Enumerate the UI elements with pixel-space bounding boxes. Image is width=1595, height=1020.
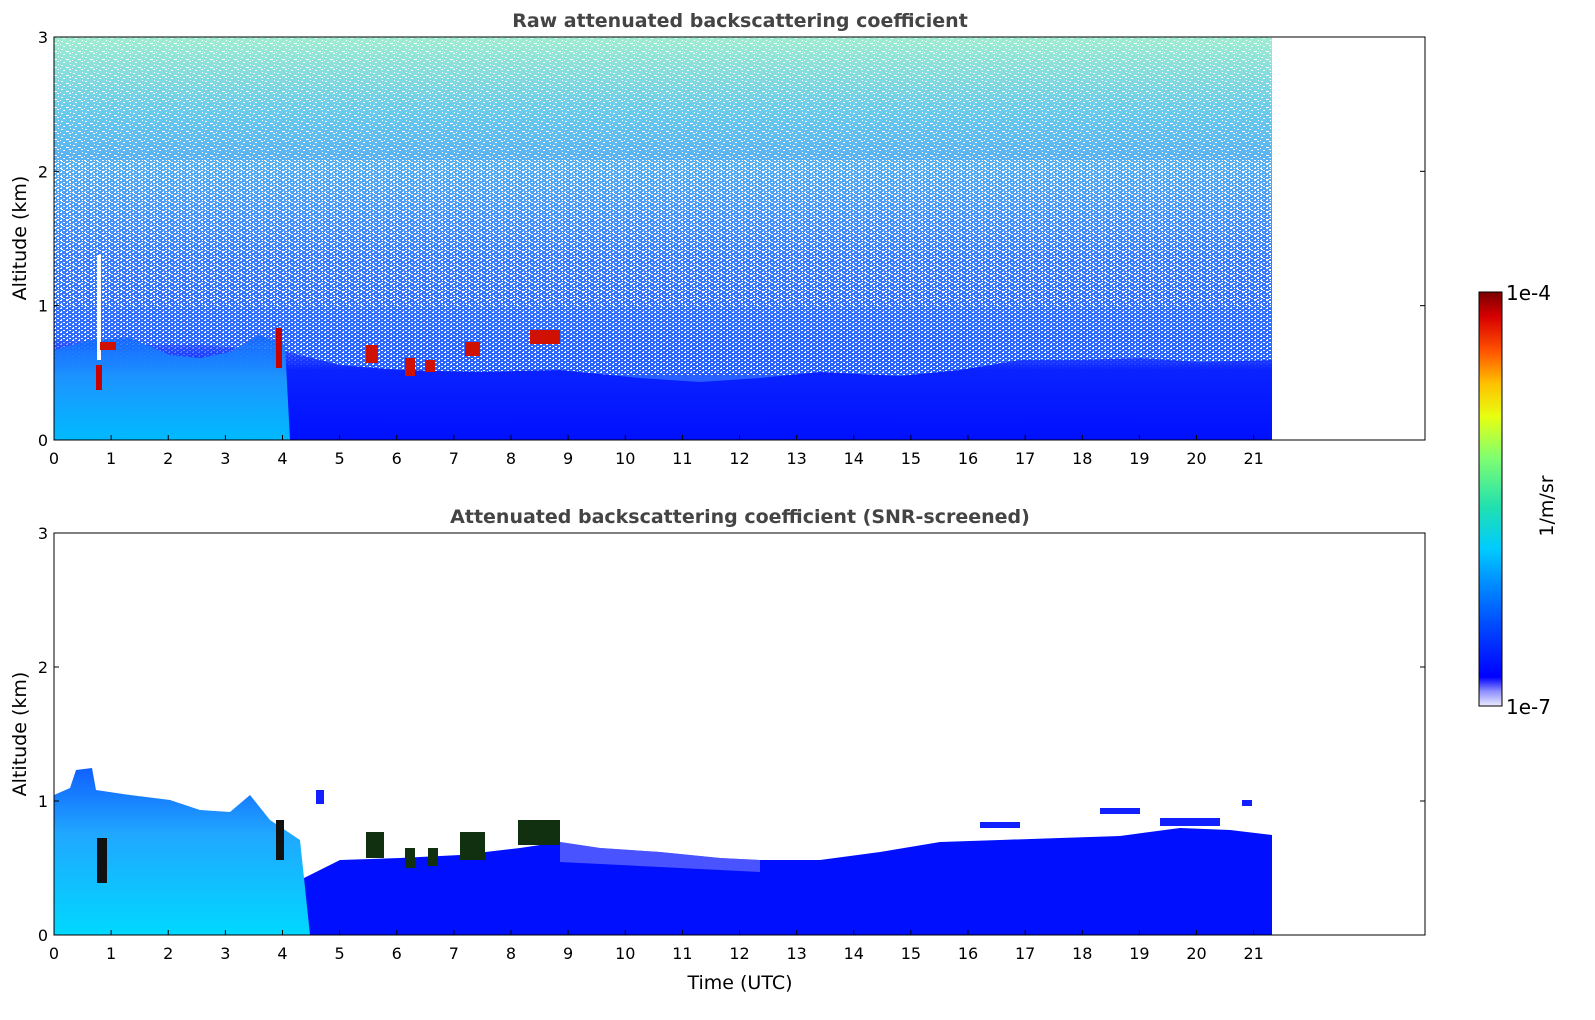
y-tick-label: 1: [38, 297, 48, 316]
x-tick-label: 1: [106, 449, 116, 468]
x-tick-label: 12: [729, 449, 749, 468]
x-tick-label: 16: [958, 944, 978, 963]
x-tick-label: 18: [1072, 944, 1092, 963]
x-tick-label: 10: [615, 944, 635, 963]
colorbar: 1e-4 1e-7 1/m/sr: [1478, 281, 1558, 719]
x-tick-label: 16: [958, 449, 978, 468]
x-tick-label: 19: [1129, 449, 1149, 468]
screened-scatter-dots: [316, 790, 1252, 828]
screened-cloud-features: [97, 820, 560, 883]
x-tick-label: 17: [1015, 944, 1035, 963]
raw-noise-speckle-lower: [54, 160, 1272, 375]
screened-boundary-layer-fringe: [560, 842, 760, 872]
colorbar-min-label: 1e-7: [1506, 695, 1551, 719]
x-tick-label: 3: [220, 449, 230, 468]
x-tick-label: 13: [786, 449, 806, 468]
x-tick-label: 15: [901, 449, 921, 468]
y-tick-label: 3: [38, 28, 48, 47]
x-tick-label: 4: [277, 449, 287, 468]
x-tick-label: 8: [506, 449, 516, 468]
screened-aerosol-layer: [54, 768, 310, 935]
x-tick-label: 5: [335, 944, 345, 963]
x-tick-label: 20: [1186, 449, 1206, 468]
raw-y-axis-label: Altitude (km): [9, 176, 31, 301]
x-tick-label: 14: [844, 449, 864, 468]
x-tick-label: 15: [901, 944, 921, 963]
x-tick-label: 8: [506, 944, 516, 963]
raw-x-axis: 0 1 2 3 4 5 6 7 8 9 10 11 12 13 14 15 16 17 18 19 20 21: [49, 435, 1264, 468]
screened-panel-title: Attenuated backscattering coefficient (S…: [450, 506, 1030, 528]
raw-y-axis: 0 1 2 3: [38, 28, 1425, 450]
x-tick-label: 2: [163, 449, 173, 468]
x-tick-label: 19: [1129, 944, 1149, 963]
y-tick-label: 0: [38, 926, 48, 945]
colorbar-gradient: [1478, 291, 1503, 707]
x-tick-label: 11: [672, 449, 692, 468]
x-tick-label: 10: [615, 449, 635, 468]
x-tick-label: 18: [1072, 449, 1092, 468]
x-tick-label: 7: [449, 449, 459, 468]
colorbar-max-label: 1e-4: [1506, 281, 1551, 305]
x-tick-label: 14: [844, 944, 864, 963]
raw-heatmap: [54, 37, 1272, 440]
x-tick-label: 13: [786, 944, 806, 963]
y-tick-label: 1: [38, 792, 48, 811]
x-tick-label: 1: [106, 944, 116, 963]
x-tick-label: 12: [729, 944, 749, 963]
screened-boundary-layer: [300, 828, 1272, 935]
raw-boundary-layer: [54, 340, 1272, 440]
colorbar-unit-label: 1/m/sr: [1536, 475, 1558, 536]
x-tick-label: 21: [1243, 449, 1263, 468]
screened-heatmap: [54, 768, 1272, 935]
raw-panel-title: Raw attenuated backscattering coefficien…: [512, 10, 968, 32]
x-tick-label: 7: [449, 944, 459, 963]
raw-backscatter-panel: Raw attenuated backscattering coefficien…: [9, 10, 1426, 468]
raw-cloud-features: [96, 328, 560, 390]
x-tick-label: 11: [672, 944, 692, 963]
x-tick-label: 9: [563, 944, 573, 963]
screened-y-axis: 0 1 2 3: [38, 524, 1425, 945]
y-tick-label: 3: [38, 524, 48, 543]
screened-x-axis: 0 1 2 3 4 5 6 7 8 9 10 11 12 13 14 15 16 17 18 19 20 21: [49, 930, 1264, 963]
x-tick-label: 6: [392, 449, 402, 468]
x-tick-label: 2: [163, 944, 173, 963]
raw-aerosol-layer: [54, 335, 290, 440]
x-tick-label: 3: [220, 944, 230, 963]
x-tick-label: 4: [277, 944, 287, 963]
x-tick-label: 21: [1243, 944, 1263, 963]
x-tick-label: 5: [335, 449, 345, 468]
y-tick-label: 2: [38, 162, 48, 181]
screened-y-axis-label: Altitude (km): [9, 672, 31, 797]
raw-vertical-gap: [97, 255, 101, 360]
screened-backscatter-panel: Attenuated backscattering coefficient (S…: [9, 506, 1426, 994]
y-tick-label: 2: [38, 658, 48, 677]
x-tick-label: 20: [1186, 944, 1206, 963]
x-tick-label: 17: [1015, 449, 1035, 468]
x-tick-label: 9: [563, 449, 573, 468]
x-tick-label: 6: [392, 944, 402, 963]
x-tick-label: 0: [49, 449, 59, 468]
x-tick-label: 0: [49, 944, 59, 963]
x-axis-label: Time (UTC): [686, 972, 792, 994]
y-tick-label: 0: [38, 431, 48, 450]
